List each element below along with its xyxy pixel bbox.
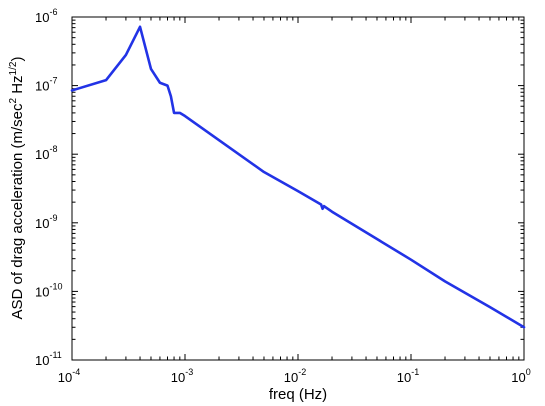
y-label-sup2: 1/2 bbox=[8, 61, 19, 75]
y-tick-label: 10-9 bbox=[35, 213, 57, 231]
y-label-sup1: 2 bbox=[8, 98, 19, 104]
plot-area bbox=[71, 16, 525, 361]
y-label-mid: Hz bbox=[9, 75, 26, 98]
y-tick-label: 10-6 bbox=[35, 7, 57, 25]
x-axis-label: freq (Hz) bbox=[269, 386, 327, 403]
series-line bbox=[70, 25, 526, 329]
y-label-end: ) bbox=[9, 57, 26, 62]
y-tick-labels: 10-11 10-10 10-9 10-8 10-7 10-6 bbox=[35, 7, 62, 368]
minor-ticks bbox=[72, 17, 524, 360]
x-tick-label: 10-4 bbox=[58, 367, 80, 385]
y-tick-label: 10-7 bbox=[35, 76, 57, 94]
x-tick-label: 10-2 bbox=[284, 367, 306, 385]
y-axis-label: ASD of drag acceleration (m/sec2 Hz1/2) bbox=[8, 57, 26, 320]
y-tick-label: 10-10 bbox=[35, 281, 62, 299]
x-tick-labels: 10-4 10-3 10-2 10-1 100 bbox=[58, 367, 531, 385]
x-tick-label: 10-1 bbox=[397, 367, 419, 385]
x-tick-label: 10-3 bbox=[171, 367, 193, 385]
x-tick-label: 100 bbox=[511, 367, 530, 385]
y-label-main: ASD of drag acceleration (m/sec bbox=[9, 103, 26, 319]
major-ticks bbox=[71, 16, 525, 361]
y-tick-label: 10-8 bbox=[35, 144, 57, 162]
y-tick-label: 10-11 bbox=[35, 350, 62, 368]
